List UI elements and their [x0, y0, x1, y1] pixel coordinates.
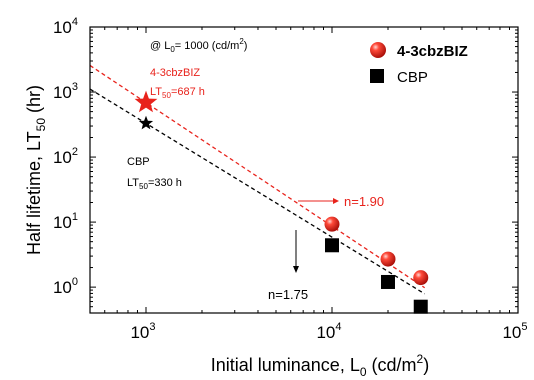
black-series-annotation-name: CBP	[127, 156, 150, 168]
legend-label-4-3cbzBIZ: 4-3cbzBIZ	[397, 43, 468, 60]
condition-annotation: @ L0= 1000 (cd/m2)	[150, 37, 247, 54]
legend-label-CBP: CBP	[397, 69, 428, 86]
black-lt-sub: 50	[139, 182, 148, 191]
point-4-3cbzBIZ-2	[413, 270, 429, 286]
n-black-arrow-head	[293, 266, 299, 273]
y-axis-title-main: Half lifetime, LT	[24, 131, 44, 255]
x-axis-title-main: Initial luminance, L	[211, 355, 360, 375]
red-series-annotation-name: 4-3cbzBIZ	[150, 67, 200, 79]
x-tick-label: 103	[130, 321, 155, 342]
y-tick-label: 101	[53, 211, 78, 232]
x-tick-label: 104	[316, 321, 341, 342]
legend-marker-4-3cbzBIZ	[370, 42, 386, 58]
point-CBP-1	[380, 274, 395, 289]
n-red-label: n=1.90	[344, 194, 384, 209]
n-red-arrow-head	[333, 198, 339, 204]
y-tick-label: 104	[53, 16, 78, 37]
black-series-annotation-lt: LT50=330 h	[127, 177, 182, 191]
condition-sup: 2	[239, 37, 244, 46]
x-axis-title-unit: (cd/m	[367, 355, 417, 375]
red-lt-prefix: LT	[150, 86, 162, 98]
red-series-annotation-lt: LT50=687 h	[150, 86, 205, 100]
y-axis-title-end: (hr)	[24, 85, 44, 118]
condition-mid: = 1000 (cd/m	[175, 40, 240, 52]
y-tick-label: 103	[53, 81, 78, 102]
y-tick-label: 102	[53, 146, 78, 167]
y-tick-label: 100	[53, 276, 78, 297]
x-axis-title-end: )	[423, 355, 429, 375]
estimate-star-4-3cbzBIZ	[134, 90, 158, 113]
point-CBP-2	[413, 299, 428, 314]
x-axis-title-sup: 2	[417, 352, 424, 366]
plot-frame	[89, 26, 519, 314]
condition-end: )	[244, 40, 248, 52]
red-lt-end: =687 h	[171, 86, 205, 98]
black-lt-prefix: LT	[127, 177, 139, 189]
x-tick-label: 105	[502, 321, 527, 342]
x-axis-title: Initial luminance, L0 (cd/m2)	[211, 352, 429, 379]
y-axis-title-sub: 50	[34, 118, 48, 132]
condition-prefix: @ L	[150, 40, 170, 52]
estimate-star-CBP	[138, 115, 154, 130]
legend: 4-3cbzBIZ CBP	[370, 42, 468, 86]
y-axis-title: Half lifetime, LT50 (hr)	[24, 85, 48, 255]
x-axis-title-sub: 0	[360, 365, 367, 379]
point-CBP-0	[324, 238, 339, 253]
red-lt-sub: 50	[162, 91, 171, 100]
black-lt-end: =330 h	[148, 177, 182, 189]
fit-line-CBP	[89, 88, 426, 295]
n-black-label: n=1.75	[268, 287, 308, 302]
legend-marker-CBP	[370, 69, 384, 83]
point-4-3cbzBIZ-0	[324, 216, 340, 232]
condition-sub: 0	[170, 45, 175, 54]
point-4-3cbzBIZ-1	[380, 251, 396, 267]
